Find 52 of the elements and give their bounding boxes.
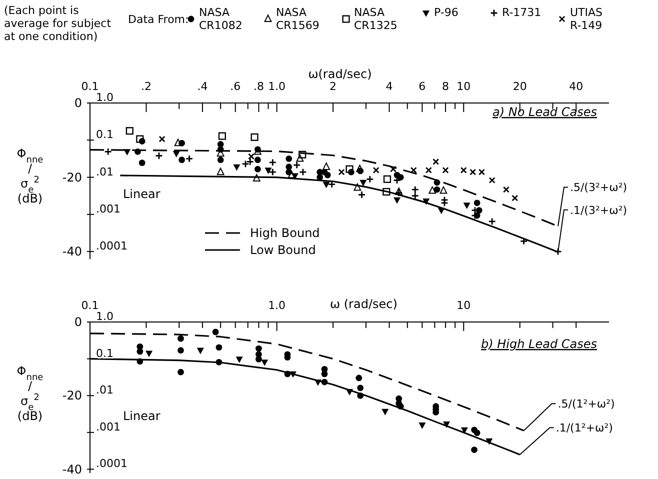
x-tick-label: .2 <box>140 80 152 93</box>
y-tick-label: 0.1 <box>96 346 114 360</box>
text: .5/(1²+ω²) <box>558 398 615 411</box>
y2-tick-label: -20 <box>62 388 82 403</box>
x-tick-label: .8 <box>253 80 264 93</box>
y-tick-label: 1.0 <box>96 91 114 104</box>
y2-tick-label: -40 <box>62 244 82 259</box>
y-tick-label: 0.1 <box>96 128 114 142</box>
annotation: .5/(3²+ω²) <box>570 181 628 194</box>
legend-label: UTIAS R-149 <box>570 6 604 32</box>
y-tick-label: .01 <box>96 384 114 397</box>
chart-title: a) No Lead Cases <box>492 105 597 119</box>
x-tick-label: 8 <box>442 80 450 93</box>
x-tick-label: .4 <box>197 80 208 93</box>
x-tick-label: .6 <box>230 80 241 93</box>
x-tick-label: 2 <box>330 80 337 93</box>
legend-label: P-96 <box>434 6 460 19</box>
y2-tick-label: 0 <box>74 315 82 329</box>
y-tick-label: .0001 <box>96 240 128 253</box>
legend-label: High Bound <box>250 226 320 240</box>
x-tick-label: 1.0 <box>268 299 286 312</box>
y-tick-label: .001 <box>96 202 120 216</box>
x-tick-label: 1.0 <box>268 80 286 93</box>
legend-label: Low Bound <box>250 243 316 257</box>
text: .1/(1²+ω²) <box>556 422 613 435</box>
legend-label: R-1731 <box>502 6 542 19</box>
y2-tick-label: -20 <box>62 170 82 184</box>
y-tick-label: .001 <box>96 420 120 434</box>
y-tick-label: .01 <box>96 165 114 178</box>
x-tick-label: 0.1 <box>81 80 99 93</box>
text: (Each point is average for subject at one condition) <box>4 4 112 43</box>
x-tick-label: 10 <box>456 80 471 93</box>
annotation: Linear <box>123 187 160 201</box>
legend-label: NASA CR1325 <box>354 6 398 32</box>
y-tick-label: 1.0 <box>96 310 114 323</box>
x-tick-label: 0.1 <box>81 299 99 312</box>
x-tick-label: 6 <box>418 80 426 93</box>
text: b) High Lead Cases <box>481 337 597 351</box>
y2-tick-label: 0 <box>74 96 82 110</box>
x-axis-title: ω(rad/sec) <box>308 67 372 81</box>
annotation: Linear <box>123 409 160 423</box>
x-tick-label: 40 <box>569 80 584 93</box>
x-tick-label: 10 <box>456 299 471 312</box>
legend-label: NASA CR1569 <box>276 6 320 32</box>
annotation: .1/(3²+ω²) <box>570 204 628 217</box>
x-tick-label: 4 <box>386 80 393 93</box>
x-axis-title: ω (rad/sec) <box>330 297 398 311</box>
x-tick-label: 20 <box>512 80 527 93</box>
legend-label: NASA CR1082 <box>199 6 244 32</box>
y2-tick-label: -40 <box>62 462 82 476</box>
y-tick-label: .0001 <box>96 457 128 470</box>
legend-title: Data From: <box>128 13 189 26</box>
